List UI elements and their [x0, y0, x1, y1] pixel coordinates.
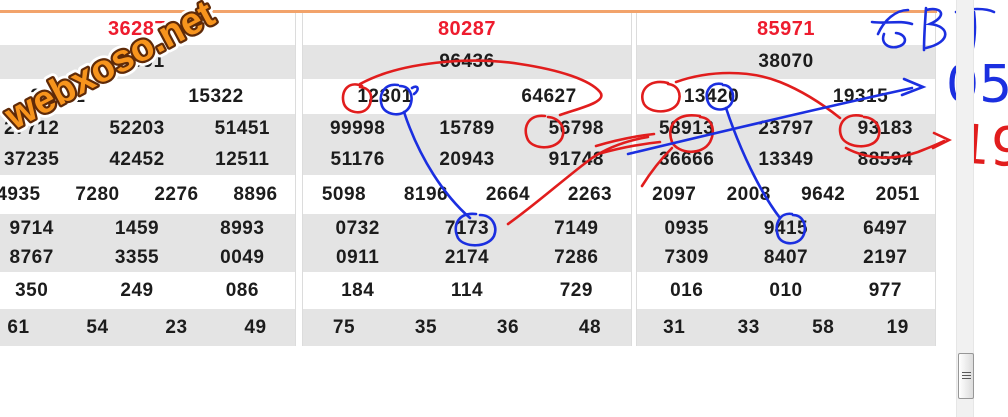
prize-number: 4935 [0, 183, 41, 205]
prize-number: 12301 [357, 85, 413, 107]
prize-number: 51451 [214, 118, 270, 140]
prize-number: 184 [341, 279, 375, 301]
prize-number: 49 [244, 316, 267, 338]
prize-number: 2008 [726, 183, 771, 205]
prize-number: 42452 [109, 148, 165, 170]
prize-number: 36 [496, 316, 520, 338]
prize-number: 8196 [403, 183, 449, 205]
vertical-scrollbar-track[interactable] [956, 0, 974, 417]
prize-number: 086 [225, 279, 259, 301]
prize-number: 38070 [758, 51, 814, 72]
scrollbar-grip-icon [961, 371, 971, 381]
prize-number: 54 [86, 316, 109, 338]
prize-number: 0732 [335, 217, 380, 239]
prize-number: 9642 [801, 183, 846, 205]
prize-number: 7149 [554, 217, 599, 239]
prize-number: 23 [165, 316, 188, 338]
prize-number: 2197 [863, 246, 908, 268]
prize-number: 7309 [664, 246, 709, 268]
prize-number: 15789 [439, 118, 495, 140]
prize-number: 729 [559, 279, 593, 301]
prize-number: 2174 [444, 246, 490, 268]
prize-number: 7280 [75, 183, 120, 205]
prize-number: 7173 [444, 217, 490, 239]
prize-number: 8993 [220, 217, 265, 239]
prize-number: 96436 [439, 51, 495, 72]
prize-number: 88594 [857, 148, 913, 170]
prize-number: 2263 [567, 183, 613, 205]
prize-number: 36172 [30, 85, 86, 107]
prize-number: 3355 [114, 246, 160, 268]
prize-number: 5098 [321, 183, 367, 205]
prize-number: 61 [7, 316, 30, 338]
prize-number: 36666 [658, 148, 715, 170]
prize-number: 66591 [109, 51, 165, 72]
prize-number: 0911 [336, 246, 380, 268]
prize-number: 8767 [9, 246, 54, 268]
prize-number: 0935 [664, 217, 709, 239]
prize-number: 75 [332, 316, 356, 338]
prize-number: 0049 [220, 246, 265, 268]
prize-number: 9714 [9, 217, 54, 239]
prize-number: 15322 [188, 85, 244, 107]
vertical-scrollbar-thumb[interactable] [958, 353, 974, 399]
prize-number: 93183 [857, 118, 913, 140]
prize-number: 19315 [832, 85, 889, 107]
prize-number: 13420 [683, 85, 740, 107]
prize-number: 91748 [548, 148, 604, 170]
prize-number: 27712 [3, 118, 60, 140]
prize-number: 350 [15, 279, 49, 301]
prize-number: 010 [769, 279, 803, 301]
prize-number: 6497 [863, 217, 908, 239]
prize-number: 977 [868, 279, 902, 301]
prize-number: 2664 [485, 183, 531, 205]
prize-number: 249 [120, 279, 154, 301]
prize-number: 58913 [658, 118, 715, 140]
prize-number: 12511 [215, 148, 270, 170]
prize-number: 58 [812, 316, 835, 338]
prize-number: 8407 [763, 246, 809, 268]
special-prize: 80287 [437, 17, 497, 40]
prize-number: 64627 [521, 85, 577, 107]
top-divider-line [0, 10, 937, 13]
prize-number: 19 [886, 316, 909, 338]
prize-number: 114 [450, 279, 484, 301]
prize-number: 1459 [114, 217, 160, 239]
prize-number: 23797 [758, 118, 814, 140]
prize-number: 99998 [329, 118, 386, 140]
prize-number: 2097 [652, 183, 697, 205]
results-column-2: 80287 96436 12301 64627 99998 15789 5679… [302, 13, 632, 346]
prize-number: 37235 [3, 148, 60, 170]
prize-number: 7286 [554, 246, 599, 268]
prize-number: 2276 [154, 183, 199, 205]
results-column-3: 85971 38070 13420 19315 58913 23797 9318… [636, 13, 936, 346]
prize-number: 48 [578, 316, 602, 338]
prize-number: 51176 [330, 148, 385, 170]
prize-number: 9415 [763, 217, 809, 239]
prize-number: 2051 [875, 183, 920, 205]
prize-number: 35 [414, 316, 438, 338]
prize-number: 20943 [439, 148, 495, 170]
prize-number: 56798 [548, 118, 604, 140]
prize-number: 33 [737, 316, 760, 338]
prize-number: 016 [670, 279, 704, 301]
prize-number: 13349 [758, 148, 814, 170]
special-prize: 36287 [107, 17, 167, 40]
prize-number: 8896 [233, 183, 278, 205]
prize-number: 31 [663, 316, 686, 338]
results-column-1: 36287 66591 36172 15322 27712 52203 5145… [0, 13, 296, 346]
special-prize: 85971 [756, 17, 816, 40]
prize-number: 52203 [109, 118, 165, 140]
